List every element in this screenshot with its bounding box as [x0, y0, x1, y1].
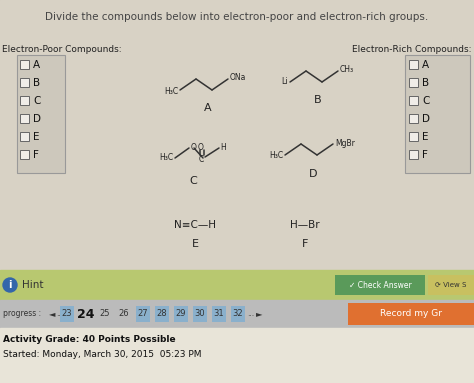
Text: Li: Li [282, 77, 288, 87]
Text: B: B [422, 77, 429, 87]
Bar [174, 306, 188, 322]
Text: B: B [33, 77, 40, 87]
Text: 31: 31 [214, 309, 224, 319]
Bar [136, 306, 150, 322]
Text: A: A [422, 59, 429, 69]
Text: ...: ... [56, 309, 64, 319]
Bar [212, 306, 226, 322]
Bar [0, 270, 474, 300]
Bar [348, 303, 474, 325]
Text: C: C [422, 95, 429, 105]
Text: 25: 25 [100, 309, 110, 319]
Text: D: D [309, 169, 317, 179]
Bar [60, 306, 74, 322]
Text: 28: 28 [157, 309, 167, 319]
Bar [335, 275, 425, 295]
Text: ◄: ◄ [49, 309, 55, 319]
Text: Record my Gr: Record my Gr [380, 309, 442, 319]
Text: H—Br: H—Br [290, 220, 320, 230]
Bar [231, 306, 245, 322]
Text: 30: 30 [195, 309, 205, 319]
Bar [409, 60, 418, 69]
Circle shape [3, 278, 17, 292]
Text: Hint: Hint [22, 280, 44, 290]
Text: N≡C—H: N≡C—H [174, 220, 216, 230]
Text: F: F [302, 239, 308, 249]
Text: D: D [33, 113, 41, 123]
Text: CH₃: CH₃ [340, 65, 354, 75]
Text: A: A [33, 59, 40, 69]
Bar [409, 132, 418, 141]
Text: B: B [314, 95, 322, 105]
Bar [409, 150, 418, 159]
Text: H₃C: H₃C [159, 154, 173, 162]
Text: ONa: ONa [230, 74, 246, 82]
Text: H₃C: H₃C [269, 151, 283, 159]
Text: ►: ► [256, 309, 262, 319]
Text: A: A [204, 103, 212, 113]
Text: MgBr: MgBr [335, 139, 355, 147]
Text: ✓ Check Answer: ✓ Check Answer [348, 280, 411, 290]
Bar [193, 306, 207, 322]
Text: 23: 23 [62, 309, 73, 319]
Bar [20, 114, 29, 123]
Text: ...: ... [247, 309, 255, 319]
Text: 26: 26 [118, 309, 129, 319]
Text: i: i [8, 280, 12, 290]
Text: O: O [198, 142, 204, 152]
Bar [20, 150, 29, 159]
Text: Activity Grade: 40 Points Possible: Activity Grade: 40 Points Possible [3, 335, 176, 344]
Text: F: F [33, 149, 39, 159]
Text: 24: 24 [77, 308, 95, 321]
Bar [155, 306, 169, 322]
Bar [20, 78, 29, 87]
Text: E: E [191, 239, 199, 249]
Text: 29: 29 [176, 309, 186, 319]
Bar [405, 55, 470, 173]
Text: Electron-Poor Compounds:: Electron-Poor Compounds: [2, 45, 122, 54]
Bar [409, 96, 418, 105]
Bar [409, 78, 418, 87]
Text: C: C [189, 176, 197, 186]
Text: Divide the compounds below into electron-poor and electron-rich groups.: Divide the compounds below into electron… [46, 12, 428, 22]
Bar [17, 55, 65, 173]
Bar [0, 328, 474, 383]
Text: C: C [199, 154, 204, 164]
Text: D: D [422, 113, 430, 123]
Bar [409, 114, 418, 123]
Bar [20, 132, 29, 141]
Text: O: O [191, 142, 197, 152]
Bar [20, 96, 29, 105]
Text: Started: Monday, March 30, 2015  05:23 PM: Started: Monday, March 30, 2015 05:23 PM [3, 350, 201, 359]
Text: progress :: progress : [3, 309, 41, 319]
Text: H₃C: H₃C [164, 87, 178, 97]
Text: 27: 27 [137, 309, 148, 319]
Text: H: H [220, 144, 226, 152]
Text: Electron-Rich Compounds:: Electron-Rich Compounds: [353, 45, 472, 54]
Text: E: E [422, 131, 428, 141]
Bar [0, 0, 474, 270]
Bar [428, 275, 474, 295]
Text: F: F [422, 149, 428, 159]
Text: ⟳ View S: ⟳ View S [435, 282, 467, 288]
Text: 32: 32 [233, 309, 243, 319]
Bar [0, 300, 474, 328]
Text: E: E [33, 131, 39, 141]
Bar [20, 60, 29, 69]
Text: C: C [33, 95, 40, 105]
